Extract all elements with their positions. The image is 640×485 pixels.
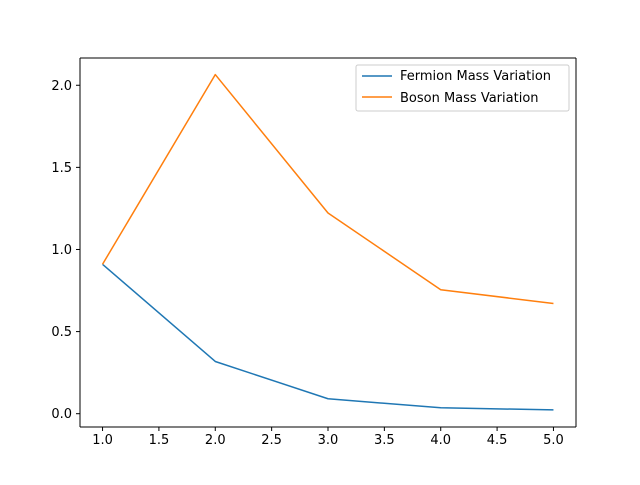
x-axis-ticks: 1.0 1.5 2.0 2.5 3.0 3.5 4.0 4.5 5.0 bbox=[92, 427, 564, 448]
y-tick-label: 1.5 bbox=[51, 161, 72, 176]
x-tick-label: 3.5 bbox=[374, 433, 395, 448]
x-tick-label: 2.5 bbox=[261, 433, 282, 448]
legend: Fermion Mass Variation Boson Mass Variat… bbox=[356, 65, 569, 111]
y-tick-label: 0.0 bbox=[51, 407, 72, 422]
x-tick-label: 1.0 bbox=[92, 433, 113, 448]
legend-label-fermion: Fermion Mass Variation bbox=[400, 69, 551, 84]
y-tick-label: 1.0 bbox=[51, 243, 72, 258]
y-tick-label: 0.5 bbox=[51, 325, 72, 340]
x-tick-label: 4.5 bbox=[487, 433, 508, 448]
x-tick-label: 2.0 bbox=[205, 433, 226, 448]
x-tick-label: 4.0 bbox=[430, 433, 451, 448]
y-axis-ticks: 0.0 0.5 1.0 1.5 2.0 bbox=[51, 79, 80, 422]
x-tick-label: 5.0 bbox=[543, 433, 564, 448]
y-tick-label: 2.0 bbox=[51, 79, 72, 94]
legend-label-boson: Boson Mass Variation bbox=[400, 91, 539, 106]
x-tick-label: 1.5 bbox=[149, 433, 170, 448]
plot-area bbox=[80, 58, 576, 427]
x-tick-label: 3.0 bbox=[318, 433, 339, 448]
